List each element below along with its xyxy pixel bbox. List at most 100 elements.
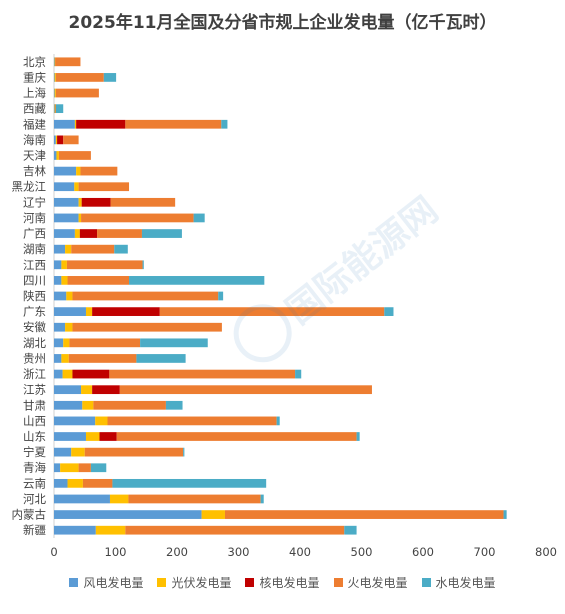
bar-segment: [54, 88, 56, 98]
bar-segment: [54, 400, 83, 410]
bar-segment: [114, 244, 128, 254]
y-tick-label: 天津: [23, 148, 46, 162]
bar-segment: [61, 276, 68, 285]
bar-segment: [54, 182, 75, 192]
bar-segment: [129, 276, 265, 285]
bar-segment: [128, 494, 261, 504]
bar-segment: [54, 463, 61, 473]
y-tick-label: 江苏: [23, 383, 46, 397]
y-tick-label: 湖南: [23, 242, 46, 256]
bar-segment: [66, 291, 73, 301]
bar-segment: [74, 182, 79, 192]
y-tick-label: 广西: [23, 227, 46, 241]
y-tick-label: 北京: [23, 55, 46, 69]
bar-segment: [93, 400, 166, 410]
bar-segment: [119, 385, 372, 395]
bar-segment: [54, 213, 79, 223]
bar-segment: [67, 478, 83, 488]
y-tick-label: 四川: [23, 273, 46, 287]
y-tick-label: 宁夏: [23, 445, 46, 459]
x-tick-label: 300: [228, 545, 250, 559]
y-tick-label: 海南: [23, 133, 46, 147]
y-tick-label: 陕西: [23, 289, 46, 303]
bar-segment: [62, 369, 73, 379]
y-tick-label: 云南: [23, 476, 46, 490]
bar-segment: [54, 73, 56, 82]
bar-segment: [125, 525, 345, 535]
bar-segment: [92, 307, 160, 316]
bar-segment: [81, 385, 93, 395]
x-tick-label: 0: [50, 545, 57, 559]
y-tick-label: 贵州: [23, 351, 46, 365]
x-tick-label: 100: [105, 545, 127, 559]
y-tick-label: 新疆: [23, 523, 46, 537]
y-tick-label: 重庆: [23, 70, 46, 84]
y-tick-label: 辽宁: [23, 195, 46, 209]
bar-segment: [90, 463, 107, 473]
bar-segment: [97, 229, 142, 238]
bar-segment: [109, 494, 129, 504]
bar-segment: [141, 229, 182, 238]
bar-segment: [61, 354, 69, 363]
bar-segment: [79, 229, 98, 238]
legend-item: 光伏发电量: [157, 574, 231, 591]
bar-segment: [356, 432, 360, 441]
bar-segment: [95, 416, 108, 426]
bar-segment: [54, 385, 82, 395]
bar-segment: [218, 291, 224, 301]
y-tick-label: 青海: [23, 461, 46, 475]
bar-segment: [85, 307, 93, 316]
legend-label: 光伏发电量: [171, 576, 232, 590]
bar-segment: [72, 291, 219, 301]
bar-segment: [60, 463, 79, 473]
bar-segment: [76, 119, 126, 129]
bar-segment: [109, 369, 296, 379]
bar-segment: [74, 119, 77, 129]
bar-segment: [66, 260, 143, 270]
y-tick-label: 西藏: [23, 102, 46, 116]
bar-segment: [183, 447, 185, 457]
bar-segment: [81, 213, 194, 223]
bar-segment: [84, 447, 184, 457]
bar-segment: [54, 57, 55, 67]
bar-segment: [54, 276, 62, 285]
legend-label: 风电发电量: [83, 576, 144, 590]
bar-segment: [67, 276, 130, 285]
bar-segment: [78, 463, 91, 473]
bar-segment: [116, 432, 357, 441]
bar-segment: [72, 322, 222, 332]
bar-segment: [74, 229, 80, 238]
bar-segment: [54, 494, 110, 504]
legend-item: 火电发电量: [333, 574, 408, 591]
bar-segment: [165, 400, 183, 410]
legend-swatch-icon: [421, 578, 431, 587]
bar-segment: [54, 338, 64, 348]
chart-legend: 风电发电量 光伏发电量 核电发电量 火电发电量 水电发电量: [0, 574, 565, 591]
bar-segment: [99, 432, 117, 441]
bar-segment: [55, 104, 64, 114]
y-tick-label: 安徽: [23, 320, 46, 334]
bar-segment: [65, 322, 73, 332]
bar-segment: [201, 510, 225, 519]
y-tick-label: 山西: [23, 414, 46, 428]
bar-segment: [193, 213, 205, 223]
bar-segment: [54, 291, 67, 301]
bar-segment: [384, 307, 394, 316]
x-tick-label: 200: [166, 545, 188, 559]
y-tick-label: 河南: [23, 211, 46, 225]
y-tick-label: 浙江: [23, 367, 46, 381]
bar-segment: [103, 73, 117, 82]
bar-segment: [276, 416, 280, 426]
y-tick-label: 湖北: [23, 336, 46, 350]
bar-segment: [260, 494, 264, 504]
legend-item: 水电发电量: [421, 574, 496, 591]
x-tick-label: 700: [474, 545, 496, 559]
bar-segment: [224, 510, 504, 519]
bar-segment: [54, 478, 68, 488]
legend-swatch-icon: [69, 578, 79, 587]
bar-segment: [63, 338, 70, 348]
bar-segment: [54, 166, 77, 176]
bar-segment: [54, 73, 55, 82]
